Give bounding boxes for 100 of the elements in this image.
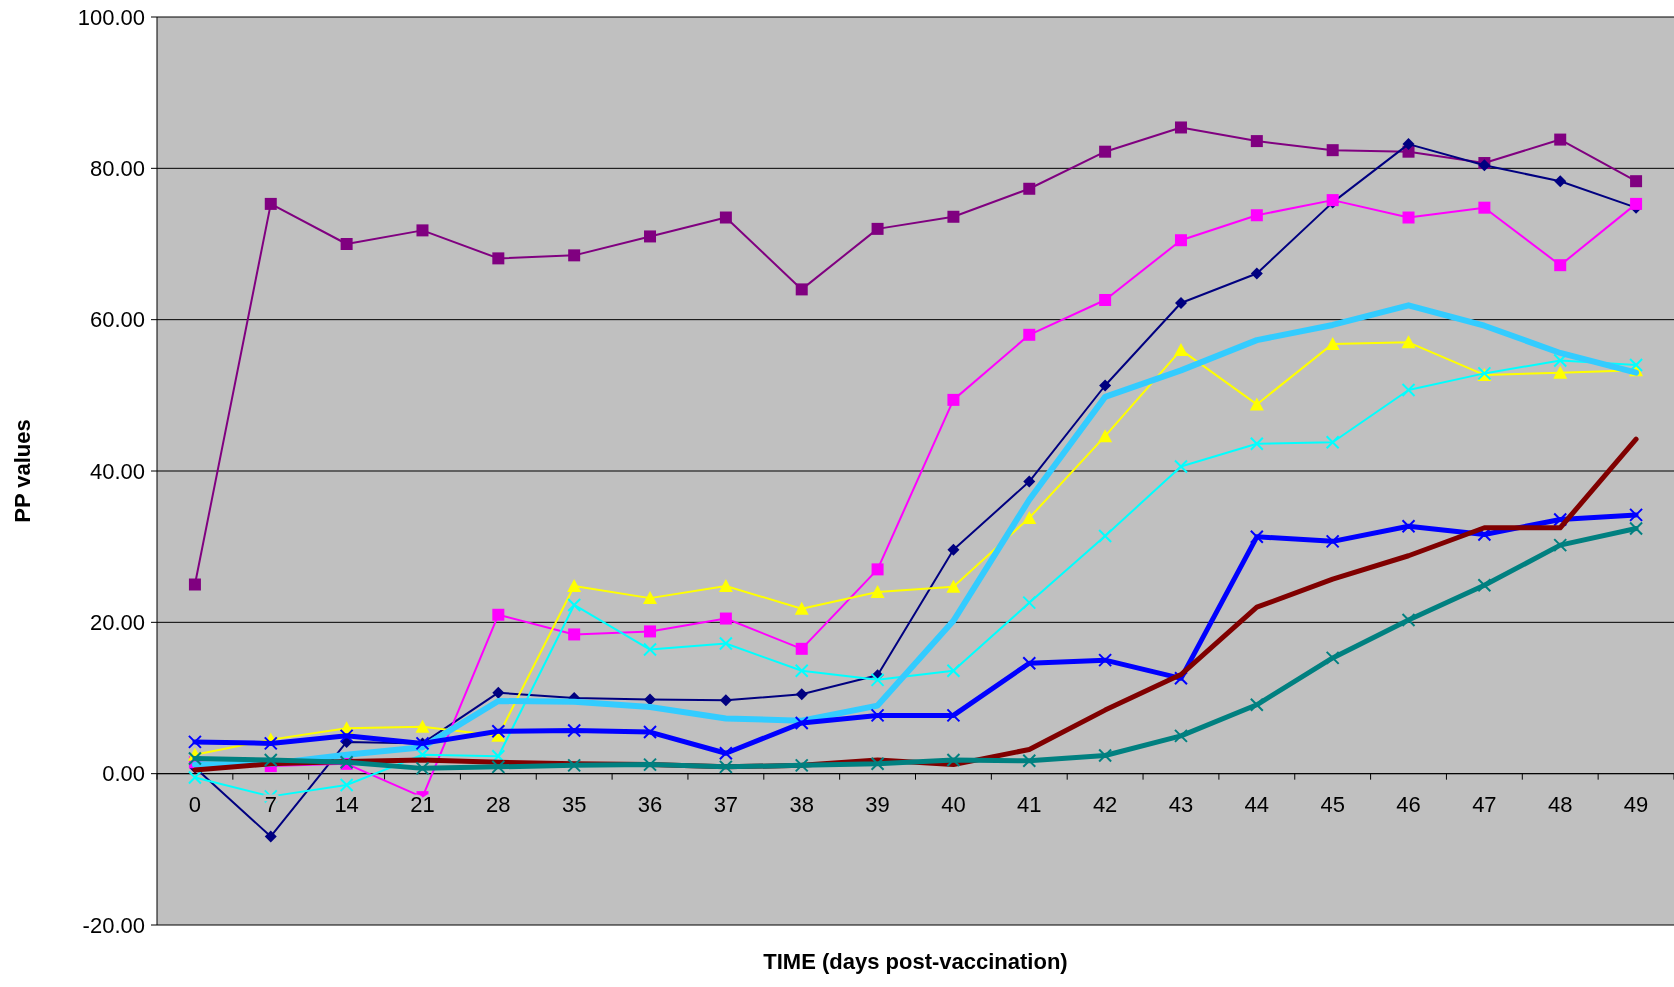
point [264,830,277,843]
point [568,249,581,262]
point [1174,297,1187,310]
point [795,642,808,655]
point [1249,436,1264,451]
y-tick-label: 100.00 [77,4,145,30]
point [1174,121,1187,134]
point [1326,144,1339,157]
point [415,761,430,776]
point [870,756,885,771]
point [718,579,733,593]
point [946,579,961,593]
point [1553,512,1568,527]
point [718,759,733,774]
x-tick-label: 43 [1168,791,1194,817]
y-tick-label: 20.00 [89,610,145,636]
point [947,210,960,223]
point [947,543,960,556]
y-tick-label: -20.00 [82,912,145,938]
point [492,608,505,621]
x-tick-label: 47 [1472,791,1497,817]
point [1022,595,1037,610]
point [1630,197,1643,210]
point [870,672,885,687]
point [1250,267,1263,280]
point [1250,209,1263,222]
point [1022,510,1037,524]
point [1401,383,1416,398]
point [340,238,353,250]
point [1023,475,1036,488]
point [567,758,582,773]
point [264,197,277,210]
y-tick-label: 0.00 [102,761,145,787]
point [1629,521,1644,536]
point [719,211,732,224]
point [1173,459,1188,474]
point [1553,538,1568,553]
point [1023,328,1036,341]
point [1554,259,1567,272]
x-tick-label: 0 [188,791,202,817]
x-tick-label: 44 [1244,791,1270,817]
point [643,757,658,772]
point [644,625,657,638]
point [188,578,201,591]
point [1249,529,1264,544]
point [339,728,354,743]
x-tick-label: 45 [1320,791,1345,817]
point [870,585,885,599]
y-tick-label: 40.00 [89,458,145,484]
point [1023,182,1036,195]
point [1022,753,1037,768]
x-tick-label: 41 [1017,791,1042,817]
point [1174,234,1187,247]
point [1325,534,1340,549]
point [1249,397,1264,411]
point [1553,353,1568,368]
point [1098,429,1113,443]
y-axis-title: PP values [10,419,35,523]
point [947,393,960,406]
point [946,663,961,678]
point [644,230,657,243]
x-tick-label: 37 [713,791,739,817]
point [1402,138,1415,151]
point [643,591,658,605]
point [946,708,961,723]
point [1098,653,1113,668]
point [1099,293,1112,306]
x-tick-label: 48 [1547,791,1573,817]
point [1098,748,1113,763]
point [794,715,809,730]
y-tick-label: 80.00 [89,156,145,182]
x-tick-label: 21 [410,791,435,817]
point [187,734,202,749]
point [719,612,732,625]
point [1099,145,1112,158]
y-tick-label: 60.00 [89,307,145,333]
point [794,663,809,678]
point [567,723,582,738]
point [1098,529,1113,544]
x-tick-label: 40 [941,791,966,817]
point [871,222,884,235]
point [1325,650,1340,665]
point [1401,335,1416,349]
x-tick-label: 42 [1092,791,1118,817]
x-tick-label: 35 [561,791,587,817]
point [1173,671,1188,686]
point [718,746,733,761]
x-tick-label: 28 [486,791,511,817]
point [1478,201,1491,214]
point [1554,133,1567,146]
point [946,753,961,768]
point [1554,175,1567,188]
x-tick-label: 39 [865,791,890,817]
point [795,688,808,701]
point [871,563,884,576]
point [1173,728,1188,743]
point [1401,519,1416,534]
point [718,636,733,651]
point [492,686,505,699]
point [643,642,658,657]
